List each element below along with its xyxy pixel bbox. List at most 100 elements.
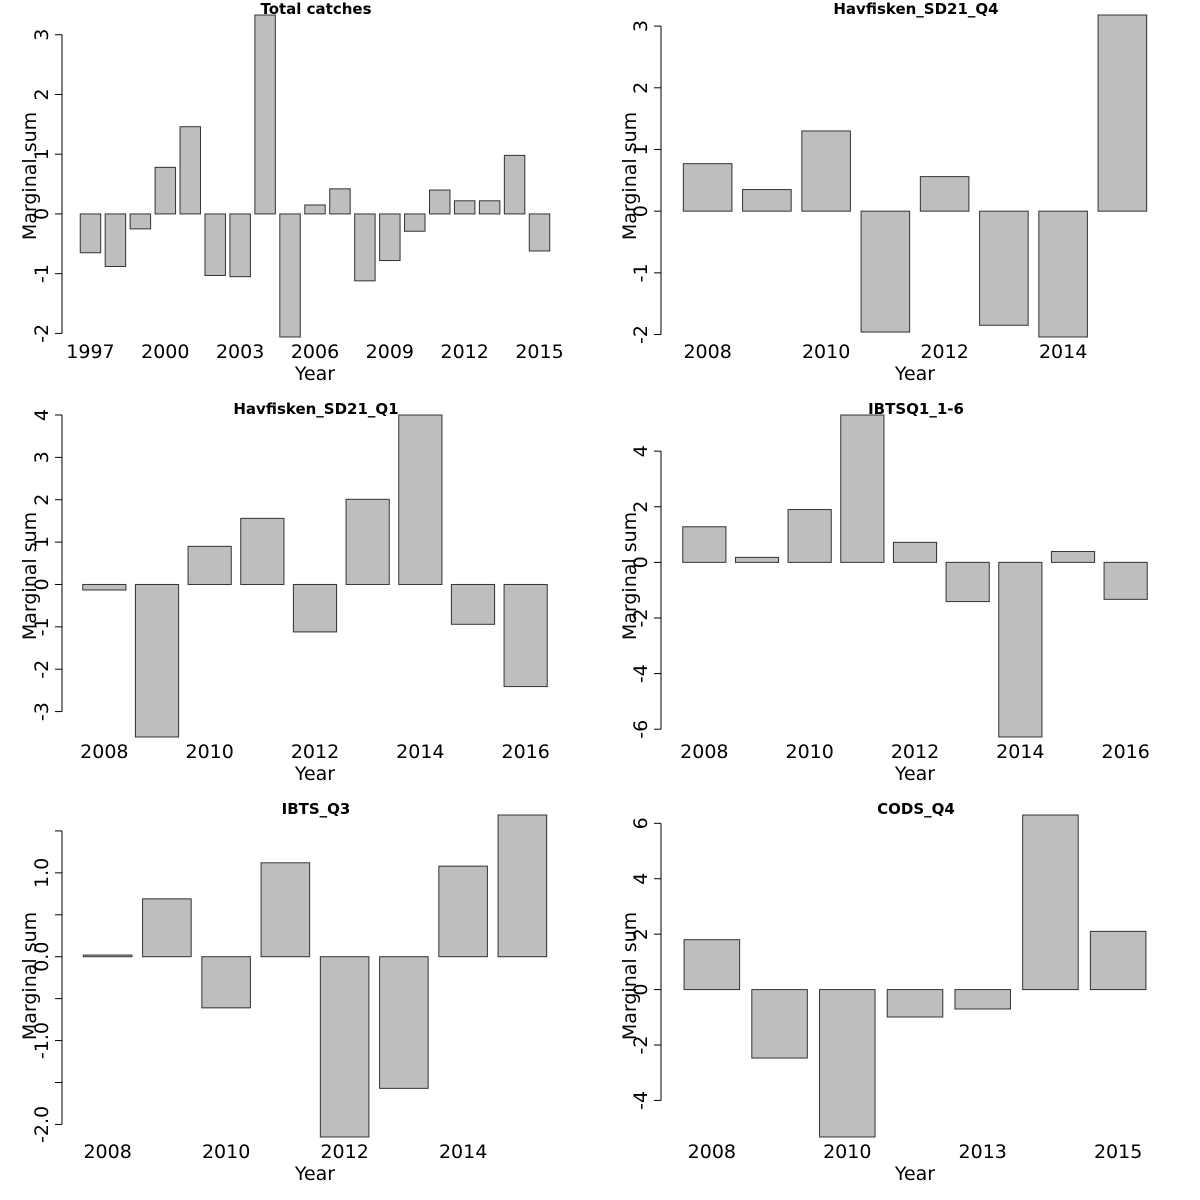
y-tick-label: 4 (630, 873, 652, 885)
y-axis-label: Marginal sum (19, 912, 41, 1040)
x-axis-label: Year (894, 1163, 935, 1185)
y-tick-label: -2 (630, 325, 652, 344)
x-tick-label: 2006 (291, 341, 339, 363)
bar-2014 (1022, 814, 1079, 991)
y-axis-label: Marginal sum (19, 512, 41, 640)
bar-2008 (682, 163, 733, 212)
x-tick-label: 2014 (1039, 341, 1087, 363)
y-tick-label: -1 (31, 264, 53, 283)
chart-panel-1: Total catches -2 -1 0 1 2 3 1997 2000 2003 2006 200… (19, 0, 564, 385)
y-axis-label: Marginal sum (619, 112, 641, 240)
bar-2009 (734, 556, 780, 563)
bar-2008 (82, 583, 127, 591)
x-tick-label: 2012 (891, 741, 939, 763)
y-tick-label: -2 (630, 1036, 652, 1055)
chart-title: CODS_Q4 (877, 800, 955, 818)
bar-2009 (142, 898, 192, 958)
bar-2008 (682, 526, 727, 563)
bar-2010 (819, 989, 876, 1138)
x-tick-label: 2010 (823, 1141, 871, 1163)
bar-2008 (82, 954, 133, 958)
chart-panel-3: Havfisken_SD21_Q1 -3 -2 -1 0 1 2 3 4 2008 2010 2012… (19, 400, 550, 785)
y-tick-label: 2 (31, 88, 53, 100)
y-tick-label: 2 (630, 82, 652, 94)
x-tick-label: 2000 (141, 341, 189, 363)
x-tick-label: 2008 (683, 341, 731, 363)
bar-2008 (683, 939, 741, 991)
y-tick-label: -2.0 (31, 1106, 53, 1143)
bar-2007 (329, 188, 351, 215)
bar-2013 (979, 210, 1029, 326)
bar-2005 (279, 213, 301, 338)
y-tick-label: 1 (31, 536, 53, 548)
bar-2016 (1103, 561, 1148, 600)
bar-2014 (503, 154, 526, 215)
y-tick-label: -6 (630, 720, 652, 739)
chart-title: Total catches (260, 0, 371, 18)
y-tick-label: 1 (630, 143, 652, 155)
bar-2004 (254, 14, 276, 215)
bar-2010 (201, 956, 251, 1009)
bar-2013 (345, 498, 390, 585)
y-tick-label: -1.0 (31, 1022, 53, 1059)
y-tick-label: 3 (31, 451, 53, 463)
y-axis-label: Marginal sum (619, 512, 641, 640)
y-tick-label: -1 (630, 263, 652, 282)
y-tick-label: 6 (630, 817, 652, 829)
chart-panel-6: CODS_Q4 -4 -2 0 2 4 6 2008 2010 2013 2015 Year Margi… (619, 800, 1147, 1185)
bar-2009 (134, 583, 180, 738)
bar-2015 (450, 583, 496, 625)
bar-2011 (860, 210, 911, 333)
x-tick-label: 2012 (291, 741, 339, 763)
y-tick-label: -4 (630, 664, 652, 683)
y-tick-label: -2 (31, 660, 53, 679)
bar-2000 (154, 166, 177, 215)
x-tick-label: 2016 (501, 741, 549, 763)
x-tick-label: 2010 (785, 741, 833, 763)
x-tick-label: 2008 (83, 1141, 131, 1163)
bar-1998 (104, 213, 127, 268)
x-tick-label: 2003 (216, 341, 264, 363)
y-tick-label: 2 (630, 501, 652, 513)
bar-2011 (429, 189, 451, 215)
bar-2013 (954, 989, 1011, 1010)
y-tick-label: -1 (31, 617, 53, 636)
x-tick-label: 2010 (802, 341, 850, 363)
x-tick-label: 2010 (202, 1141, 250, 1163)
x-tick-label: 1997 (66, 341, 114, 363)
bar-2008 (354, 213, 376, 282)
y-axis-label: Marginal sum (19, 112, 41, 240)
chart-title: Havfisken_SD21_Q4 (833, 0, 998, 18)
x-axis-label: Year (294, 1163, 335, 1185)
bar-2010 (404, 213, 426, 232)
x-tick-label: 2012 (320, 1141, 368, 1163)
bar-2011 (886, 989, 944, 1018)
y-tick-label: 0 (31, 578, 53, 590)
bar-2015 (1097, 14, 1148, 212)
x-axis-label: Year (294, 763, 335, 785)
bar-2015 (528, 213, 551, 252)
y-tick-label: -2 (31, 324, 53, 343)
bar-2014 (998, 561, 1043, 738)
x-tick-label: 2015 (1094, 1141, 1142, 1163)
x-axis-label: Year (294, 363, 335, 385)
x-tick-label: 2010 (185, 741, 233, 763)
bar-2011 (240, 517, 285, 585)
bar-2009 (742, 189, 792, 212)
bar-2012 (453, 200, 476, 215)
bar-2009 (379, 213, 401, 262)
bar-2006 (304, 204, 326, 215)
bar-2011 (260, 862, 311, 958)
bar-2001 (179, 126, 201, 215)
y-tick-label: 0 (630, 984, 652, 996)
x-tick-label: 2009 (366, 341, 414, 363)
bar-2010 (187, 545, 232, 585)
bar-2013 (379, 956, 429, 1089)
y-tick-label: 0 (630, 205, 652, 217)
y-tick-label: 0 (31, 208, 53, 220)
bar-2012 (292, 583, 338, 633)
bar-2014 (398, 414, 443, 585)
x-axis-label: Year (894, 763, 935, 785)
x-axis-label: Year (894, 363, 935, 385)
